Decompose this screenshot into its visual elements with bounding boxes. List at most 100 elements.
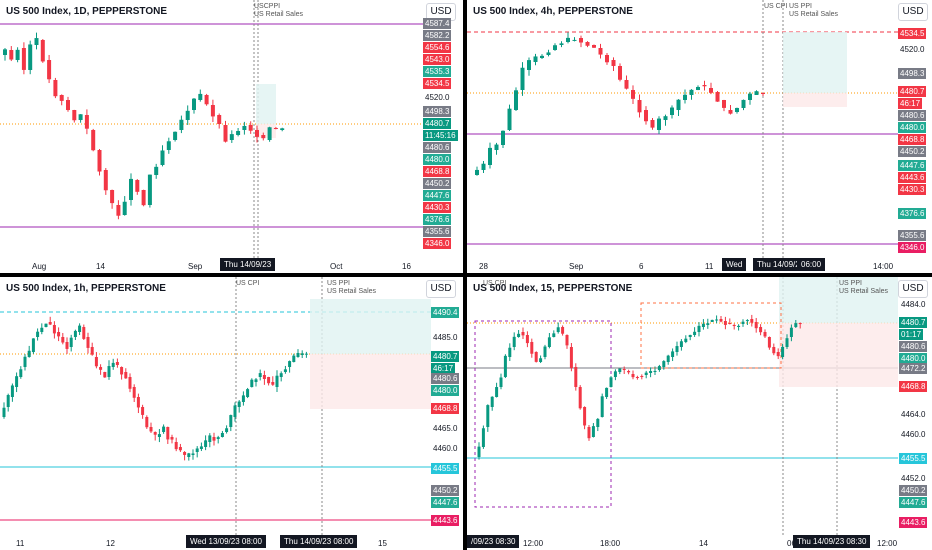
time-axis-label: 14 [96, 262, 105, 271]
candle-body [543, 346, 547, 357]
chart-canvas-4h[interactable] [467, 0, 932, 273]
time-crosshair-badge: 06:00 [797, 258, 826, 271]
candle-body [86, 337, 90, 348]
position-target-zone [783, 32, 847, 93]
candle-body [514, 90, 518, 110]
candle-body [191, 453, 195, 455]
time-crosshair-badge: Wed 13/09/23 08:00 [186, 535, 266, 548]
chart-pane-4h[interactable]: US 500 Index, 4h, PEPPERSTONE USD US CPI… [467, 0, 932, 273]
candle-body [701, 323, 705, 327]
chart-canvas-1d[interactable] [0, 0, 463, 273]
candle-body [28, 44, 33, 70]
candle-body [750, 319, 754, 323]
candle-body [69, 337, 73, 347]
price-axis-label: 4480.7 [898, 86, 927, 97]
candle-body [767, 337, 771, 348]
candle-body [501, 130, 505, 145]
position-stop-zone [783, 93, 847, 107]
candle-body [475, 169, 479, 175]
candle-body [236, 130, 241, 135]
candle-body [258, 373, 262, 377]
time-axis-label: 06 [787, 539, 796, 548]
candle-body [583, 407, 587, 426]
price-axis-label: 4447.6 [431, 497, 460, 508]
currency-button[interactable]: USD [898, 280, 928, 298]
candle-body [153, 432, 157, 435]
price-axis-label: 4455.5 [431, 463, 460, 474]
candle-body [91, 130, 96, 151]
candle-body [679, 341, 683, 347]
candle-body [82, 327, 86, 339]
candle-body [271, 382, 275, 385]
candle-body [208, 435, 212, 442]
candle-body [267, 127, 272, 140]
candle-body [99, 367, 103, 370]
candle-body [772, 347, 776, 354]
price-axis-label: 11:45:16 [423, 130, 458, 141]
candle-body [565, 335, 569, 346]
price-axis-label: 4376.6 [898, 208, 927, 219]
price-axis-label: 4490.4 [431, 307, 460, 318]
chart-canvas-15m[interactable] [467, 277, 932, 550]
candle-body [624, 80, 629, 89]
event-label: USCPPI [254, 3, 281, 10]
candle-body [141, 407, 145, 415]
price-axis-label: 4450.2 [431, 485, 460, 496]
candle-body [166, 141, 171, 150]
price-axis-label: 4443.6 [898, 172, 927, 183]
time-axis-label: 6 [639, 262, 644, 271]
candle-body [192, 98, 196, 110]
candle-body [600, 396, 604, 417]
candle-body [676, 99, 681, 110]
time-axis-label: 12:00 [877, 539, 898, 548]
candle-body [618, 66, 622, 80]
price-axis-label: 4455.5 [899, 453, 928, 464]
price-axis-label: 46:17 [898, 98, 923, 109]
candle-body [261, 135, 266, 139]
candle-body [579, 38, 583, 43]
price-axis-label: 4468.8 [899, 381, 928, 392]
time-axis-label: 28 [479, 262, 488, 271]
candle-body [149, 427, 153, 432]
chart-pane-15m[interactable]: US 500 Index, 15, PEPPERSTONE USD US CPI… [467, 277, 932, 550]
candle-body [781, 346, 785, 357]
price-axis-label: 4587.4 [423, 18, 452, 29]
candle-body [136, 397, 140, 408]
price-axis-label: 4480.6 [898, 110, 927, 121]
candle-body [135, 180, 140, 192]
candle-body [34, 38, 39, 45]
price-axis-label: 4430.3 [423, 202, 452, 213]
candle-body [635, 377, 639, 378]
time-axis-label: Oct [330, 262, 343, 271]
time-axis-label: 15 [378, 539, 387, 548]
candle-body [486, 405, 490, 427]
candle-body [697, 325, 701, 332]
candle-body [670, 107, 674, 115]
candle-body [683, 94, 687, 100]
candle-body [225, 428, 229, 432]
price-axis-label: 4480.6 [423, 142, 452, 153]
candle-body [52, 325, 56, 334]
candle-body [785, 338, 789, 347]
candle-body [103, 372, 107, 378]
currency-button[interactable]: USD [898, 3, 928, 21]
candle-body [688, 334, 692, 337]
candle-body [553, 45, 557, 50]
event-label: US CPI [483, 280, 507, 287]
candle-body [789, 327, 793, 337]
candle-body [693, 331, 697, 335]
chart-title: US 500 Index, 4h, PEPPERSTONE [473, 6, 633, 17]
chart-pane-1d[interactable]: US 500 Index, 1D, PEPPERSTONE USD USCPPI… [0, 0, 463, 273]
range-box [640, 302, 782, 369]
candle-body [129, 178, 133, 200]
chart-pane-1h[interactable]: US 500 Index, 1h, PEPPERSTONE USD US CPI… [0, 277, 463, 550]
candle-body [622, 369, 626, 370]
chart-canvas-1h[interactable] [0, 277, 463, 550]
currency-button[interactable]: USD [426, 280, 456, 298]
time-crosshair-badge: Thu 14/09/23 [753, 258, 809, 271]
event-label: US CPI [236, 280, 260, 287]
position-target-zone [256, 84, 276, 124]
candle-body [90, 347, 94, 355]
chart-title: US 500 Index, 1D, PEPPERSTONE [6, 6, 167, 17]
price-axis-label: 4355.6 [423, 226, 452, 237]
